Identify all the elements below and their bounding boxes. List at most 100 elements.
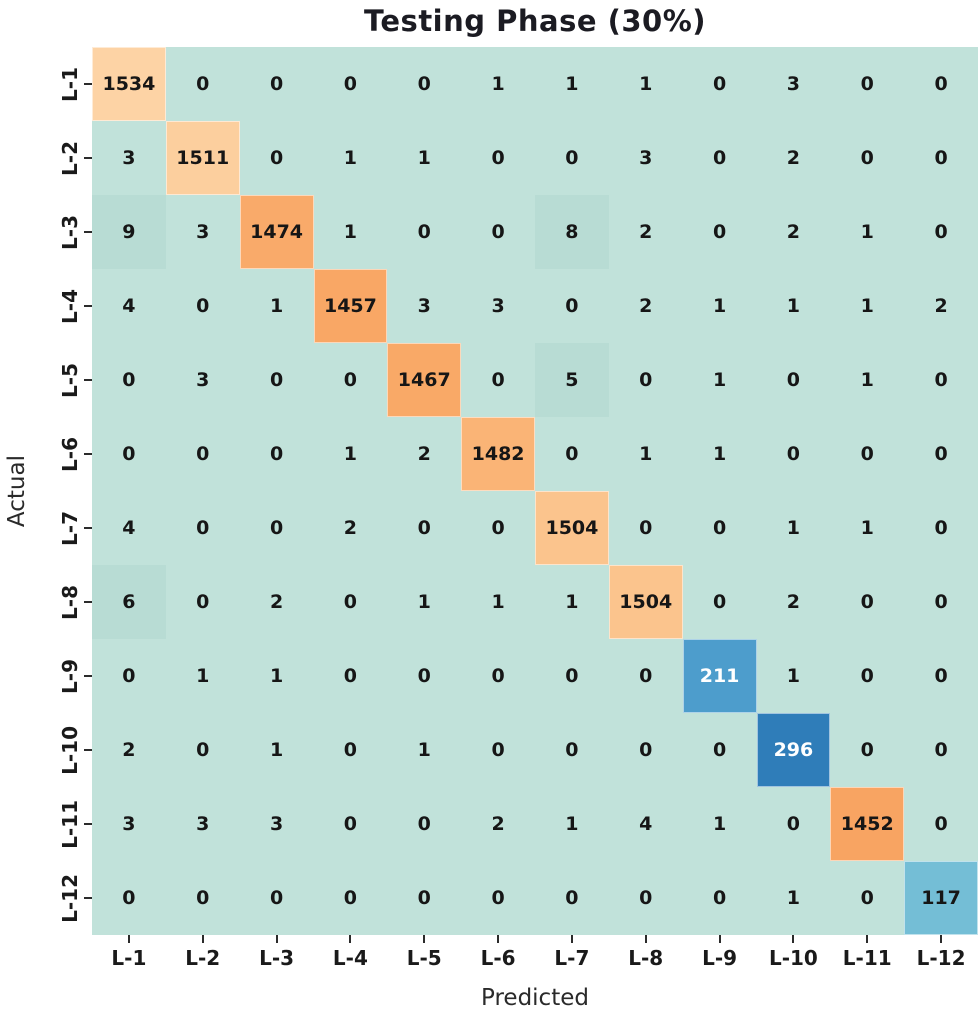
x-tick-mark — [644, 935, 647, 943]
matrix-cell-L-8-L-3: 2 — [239, 565, 314, 639]
matrix-cell-L-5-L-2: 3 — [165, 343, 240, 417]
matrix-cell-L-10-L-10: 296 — [756, 713, 831, 787]
y-tick-L-9: L-9 — [36, 639, 92, 713]
y-tick-label: L-7 — [58, 510, 82, 546]
matrix-cell-L-5-L-12: 0 — [904, 343, 978, 417]
matrix-cell-L-4-L-3: 1 — [239, 269, 314, 343]
y-tick-mark — [84, 453, 92, 455]
matrix-cell-L-11-L-10: 0 — [756, 787, 831, 861]
y-tick-label: L-2 — [58, 140, 82, 176]
x-tick-labels: L-1 L-2 L-3 L-4 L-5 L-6 L-7 L-8 L-9 L-10 L-11 L-12 — [92, 935, 978, 979]
matrix-cell-L-9-L-6: 0 — [461, 639, 535, 713]
matrix-cell-L-1-L-9: 0 — [682, 47, 757, 121]
matrix-cell-L-2-L-4: 1 — [313, 121, 388, 195]
matrix-cell-L-9-L-5: 0 — [387, 639, 462, 713]
matrix-cell-L-5-L-8: 0 — [608, 343, 683, 417]
matrix-cell-L-5-L-3: 0 — [239, 343, 314, 417]
matrix-cell-L-4-L-9: 1 — [682, 269, 757, 343]
y-tick-mark — [84, 527, 92, 529]
y-tick-mark — [84, 379, 92, 381]
matrix-cell-L-7-L-3: 0 — [239, 491, 314, 565]
matrix-cell-L-12-L-10: 1 — [756, 861, 831, 935]
y-tick-label: L-6 — [58, 436, 82, 472]
matrix-cell-L-6-L-7: 0 — [535, 417, 609, 491]
matrix-cell-L-11-L-11: 1452 — [830, 787, 905, 861]
matrix-cell-L-4-L-7: 0 — [535, 269, 609, 343]
matrix-cell-L-2-L-11: 0 — [830, 121, 905, 195]
matrix-cell-L-5-L-6: 0 — [461, 343, 535, 417]
y-tick-label: L-12 — [58, 873, 82, 923]
matrix-cell-L-6-L-8: 1 — [608, 417, 683, 491]
x-tick-mark — [570, 935, 573, 943]
y-tick-mark — [84, 231, 92, 233]
matrix-cell-L-2-L-2: 1511 — [165, 121, 240, 195]
y-tick-label: L-5 — [58, 362, 82, 398]
matrix-cell-L-3-L-4: 1 — [313, 195, 388, 269]
x-tick-L-5: L-5 — [387, 935, 461, 979]
x-tick-mark — [349, 935, 352, 943]
y-tick-label: L-1 — [58, 66, 82, 102]
x-tick-mark — [940, 935, 943, 943]
y-tick-label: L-9 — [58, 658, 82, 694]
y-tick-L-8: L-8 — [36, 565, 92, 639]
y-tick-L-2: L-2 — [36, 121, 92, 195]
matrix-cell-L-1-L-3: 0 — [239, 47, 314, 121]
matrix-cell-L-11-L-9: 1 — [682, 787, 757, 861]
matrix-cell-L-11-L-8: 4 — [608, 787, 683, 861]
matrix-cell-L-5-L-4: 0 — [313, 343, 388, 417]
x-tick-label: L-10 — [768, 946, 818, 970]
x-tick-mark — [127, 935, 130, 943]
matrix-cell-L-2-L-9: 0 — [682, 121, 757, 195]
x-tick-L-10: L-10 — [757, 935, 831, 979]
matrix-cell-L-6-L-11: 0 — [830, 417, 905, 491]
matrix-cell-L-11-L-12: 0 — [904, 787, 978, 861]
matrix-cell-L-1-L-4: 0 — [313, 47, 388, 121]
matrix-cell-L-12-L-4: 0 — [313, 861, 388, 935]
y-tick-mark — [84, 305, 92, 307]
x-tick-mark — [866, 935, 869, 943]
matrix-cell-L-2-L-8: 3 — [608, 121, 683, 195]
matrix-cell-L-2-L-1: 3 — [92, 121, 166, 195]
matrix-cell-L-9-L-2: 1 — [165, 639, 240, 713]
matrix-cell-L-9-L-11: 0 — [830, 639, 905, 713]
matrix-cell-L-3-L-6: 0 — [461, 195, 535, 269]
matrix-cell-L-10-L-5: 1 — [387, 713, 462, 787]
matrix-cell-L-2-L-5: 1 — [387, 121, 462, 195]
matrix-cell-L-6-L-10: 0 — [756, 417, 831, 491]
matrix-cell-L-12-L-5: 0 — [387, 861, 462, 935]
matrix-cell-L-2-L-6: 0 — [461, 121, 535, 195]
y-tick-L-6: L-6 — [36, 417, 92, 491]
chart-title: Testing Phase (30%) — [363, 4, 707, 38]
x-tick-label: L-9 — [702, 946, 738, 970]
matrix-cell-L-3-L-7: 8 — [535, 195, 609, 269]
x-tick-label: L-7 — [554, 946, 590, 970]
x-tick-label: L-2 — [185, 946, 221, 970]
matrix-cell-L-1-L-5: 0 — [387, 47, 462, 121]
matrix-cell-L-9-L-3: 1 — [239, 639, 314, 713]
y-tick-L-3: L-3 — [36, 195, 92, 269]
y-tick-label: L-10 — [58, 725, 82, 775]
matrix-cell-L-5-L-9: 1 — [682, 343, 757, 417]
y-tick-mark — [84, 675, 92, 677]
matrix-cell-L-8-L-4: 0 — [313, 565, 388, 639]
matrix-cell-L-1-L-11: 0 — [830, 47, 905, 121]
y-tick-label: L-11 — [58, 799, 82, 849]
matrix-cell-L-4-L-6: 3 — [461, 269, 535, 343]
x-tick-label: L-11 — [842, 946, 892, 970]
matrix-cell-L-6-L-3: 0 — [239, 417, 314, 491]
matrix-cell-L-9-L-7: 0 — [535, 639, 609, 713]
matrix-cell-L-8-L-12: 0 — [904, 565, 978, 639]
matrix-cell-L-12-L-8: 0 — [608, 861, 683, 935]
y-axis-label-container: Actual — [0, 47, 34, 935]
matrix-cell-L-4-L-5: 3 — [387, 269, 462, 343]
matrix-cell-L-9-L-8: 0 — [608, 639, 683, 713]
matrix-cell-L-4-L-1: 4 — [92, 269, 166, 343]
matrix-cell-L-10-L-2: 0 — [165, 713, 240, 787]
x-tick-label: L-5 — [406, 946, 442, 970]
matrix-cell-L-6-L-2: 0 — [165, 417, 240, 491]
matrix-cell-L-8-L-7: 1 — [535, 565, 609, 639]
matrix-cell-L-7-L-11: 1 — [830, 491, 905, 565]
matrix-cell-L-11-L-2: 3 — [165, 787, 240, 861]
matrix-cell-L-9-L-10: 1 — [756, 639, 831, 713]
